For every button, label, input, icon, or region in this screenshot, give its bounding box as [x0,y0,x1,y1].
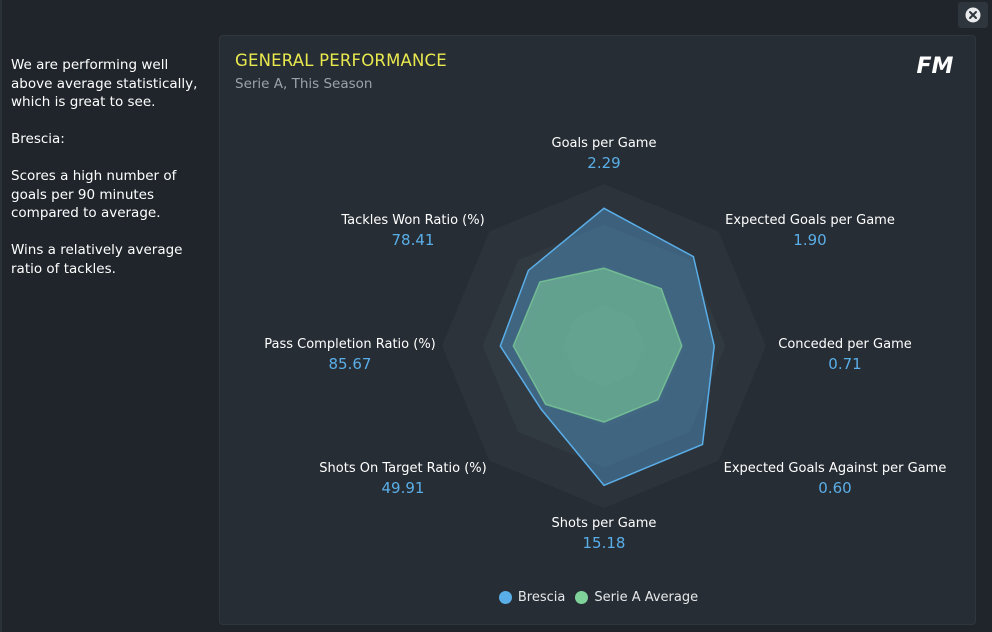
insight-goals: Scores a high number of goals per 90 min… [11,168,177,221]
summary-text: We are performing well above average sta… [11,57,198,110]
radar-axis-value: 0.71 [828,355,862,373]
radar-series-serie-a-average [512,267,683,423]
radar-axis-value: 2.29 [587,154,621,172]
close-button[interactable] [958,2,988,28]
radar-axis-label: Expected Goals per Game [725,213,895,228]
radar-axis-value: 85.67 [328,355,372,373]
radar-axis-label: Shots per Game [551,516,657,531]
radar-axis-label: Conceded per Game [778,337,912,352]
radar-axis-value: 78.41 [391,231,435,249]
radar-axis-value: 0.60 [818,479,852,497]
performance-summary: We are performing well above average sta… [11,56,211,297]
radar-axis-label: Goals per Game [551,136,657,151]
legend-team-label: Brescia [517,590,566,605]
legend-average-label: Serie A Average [594,590,699,605]
general-performance-panel: GENERAL PERFORMANCE Serie A, This Season… [219,35,976,625]
radar-axis-value: 1.90 [793,231,827,249]
legend-team-swatch [498,591,512,604]
fm-logo-text: FM [917,54,954,76]
fm-logo-icon: FM [917,54,954,76]
radar-axis-label: Expected Goals Against per Game [723,461,947,476]
radar-axis-label: Shots On Target Ratio (%) [319,461,487,476]
close-icon [965,7,981,23]
team-heading: Brescia: [11,131,65,147]
radar-chart [442,184,766,508]
legend-item-average[interactable]: Serie A Average [575,590,698,605]
radar-axis-value: 49.91 [381,479,425,497]
left-edge-divider [0,0,2,632]
radar-axis-value: 15.18 [582,534,626,552]
radar-axis-label: Tackles Won Ratio (%) [341,213,485,228]
panel-subtitle: Serie A, This Season [235,76,373,92]
panel-title: GENERAL PERFORMANCE [235,51,447,70]
radar-axis-label: Pass Completion Ratio (%) [264,337,436,352]
legend-item-team[interactable]: Brescia [498,590,566,605]
insight-tackles: Wins a relatively average ratio of tackl… [11,242,183,277]
legend-average-swatch [575,591,589,604]
chart-legend: Brescia Serie A Average [220,590,977,605]
